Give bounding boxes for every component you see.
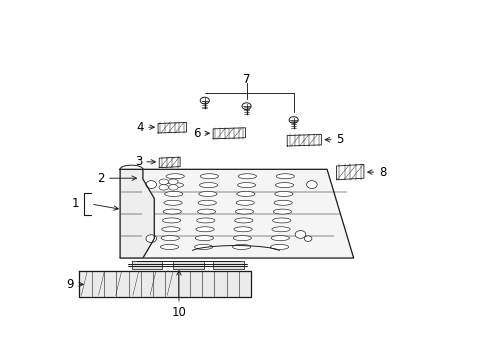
Text: 3: 3 — [135, 156, 142, 168]
Circle shape — [200, 97, 209, 104]
Polygon shape — [213, 261, 244, 269]
Ellipse shape — [235, 209, 254, 214]
Ellipse shape — [164, 200, 182, 205]
Polygon shape — [120, 169, 354, 258]
Ellipse shape — [169, 185, 178, 190]
Ellipse shape — [163, 209, 181, 214]
Text: 9: 9 — [66, 278, 74, 291]
Text: 5: 5 — [337, 133, 344, 146]
Ellipse shape — [236, 200, 254, 205]
Ellipse shape — [272, 218, 291, 223]
Polygon shape — [158, 122, 187, 133]
Circle shape — [304, 236, 312, 242]
Circle shape — [289, 117, 298, 123]
Text: 4: 4 — [137, 121, 144, 134]
Ellipse shape — [233, 244, 251, 249]
Polygon shape — [173, 261, 204, 269]
Ellipse shape — [275, 192, 293, 197]
Ellipse shape — [198, 200, 216, 205]
Text: 8: 8 — [379, 166, 387, 179]
Ellipse shape — [166, 174, 184, 179]
Ellipse shape — [273, 209, 292, 214]
Ellipse shape — [199, 183, 218, 188]
Ellipse shape — [237, 192, 255, 197]
Ellipse shape — [238, 174, 256, 179]
Ellipse shape — [196, 227, 214, 232]
Ellipse shape — [169, 179, 178, 185]
Ellipse shape — [165, 192, 183, 197]
Ellipse shape — [195, 244, 213, 249]
Ellipse shape — [159, 185, 169, 190]
Circle shape — [307, 181, 317, 188]
Ellipse shape — [276, 174, 294, 179]
Ellipse shape — [162, 227, 180, 232]
Text: 2: 2 — [98, 172, 105, 185]
Ellipse shape — [272, 227, 290, 232]
Circle shape — [295, 231, 306, 238]
Ellipse shape — [274, 200, 292, 205]
Text: 10: 10 — [172, 306, 186, 319]
Ellipse shape — [200, 174, 219, 179]
Circle shape — [242, 103, 251, 109]
Polygon shape — [213, 128, 245, 139]
Ellipse shape — [195, 235, 214, 240]
Ellipse shape — [238, 183, 256, 188]
Polygon shape — [159, 157, 180, 168]
Text: 7: 7 — [243, 73, 250, 86]
Ellipse shape — [199, 192, 217, 197]
Ellipse shape — [163, 218, 181, 223]
Polygon shape — [131, 261, 162, 269]
Polygon shape — [287, 134, 321, 146]
Polygon shape — [79, 270, 251, 297]
Ellipse shape — [197, 209, 216, 214]
Ellipse shape — [235, 218, 253, 223]
Text: 1: 1 — [72, 198, 79, 211]
Ellipse shape — [161, 235, 179, 240]
Ellipse shape — [234, 227, 252, 232]
Circle shape — [146, 235, 157, 243]
Text: 6: 6 — [194, 127, 201, 140]
Ellipse shape — [159, 179, 169, 185]
Ellipse shape — [165, 183, 184, 188]
Ellipse shape — [196, 218, 215, 223]
Polygon shape — [120, 169, 154, 258]
Ellipse shape — [160, 244, 178, 249]
Ellipse shape — [275, 183, 294, 188]
Polygon shape — [337, 165, 364, 180]
Ellipse shape — [270, 244, 289, 249]
Ellipse shape — [271, 235, 290, 240]
Circle shape — [146, 181, 157, 188]
Ellipse shape — [233, 235, 251, 240]
